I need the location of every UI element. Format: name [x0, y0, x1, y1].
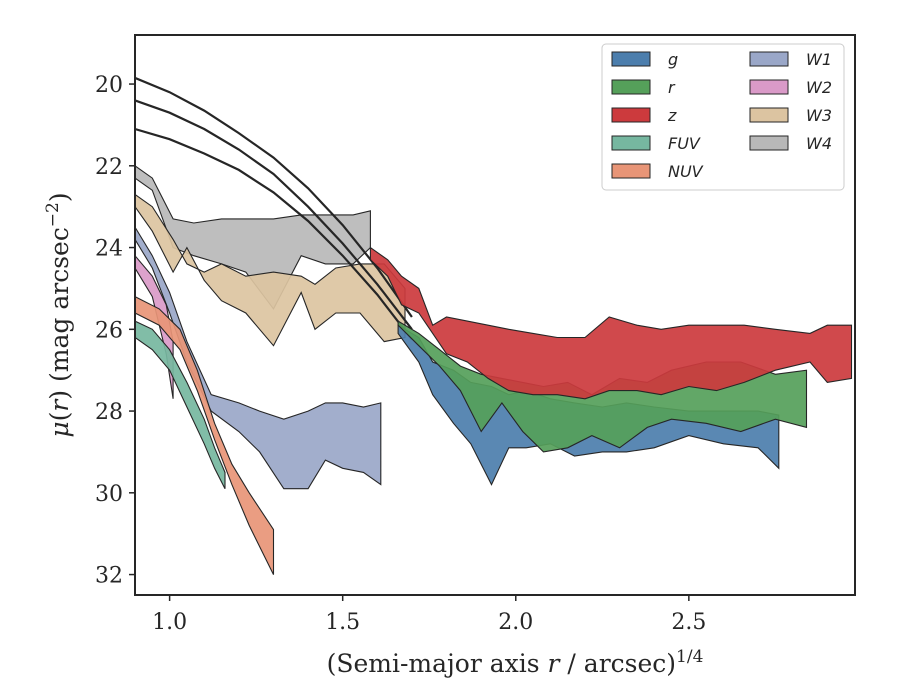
y-tick-label: 22 [95, 155, 123, 180]
legend-swatch-w2 [749, 79, 789, 95]
x-tick-label: 2.5 [671, 610, 706, 635]
y-tick-label: 26 [95, 318, 123, 343]
legend-swatch-nuv [611, 163, 651, 179]
y-tick-label: 32 [95, 564, 123, 589]
y-tick-label: 20 [95, 73, 123, 98]
legend-label-w3: W3 [806, 106, 832, 125]
legend-label-w2: W2 [806, 78, 832, 97]
y-axis-title: μ(r) (mag arcsec−2) [43, 192, 74, 437]
x-axis-title: (Semi-major axis r / arcsec)1/4 [327, 647, 704, 678]
x-tick-label: 2.0 [498, 610, 533, 635]
band-z [369, 246, 853, 400]
legend-label-r: r [668, 78, 676, 97]
legend-swatch-w1 [749, 51, 789, 67]
legend-label-nuv: NUV [668, 162, 704, 181]
y-tick-label: 30 [95, 482, 123, 507]
y-tick-label: 28 [95, 400, 123, 425]
legend-swatch-r [611, 79, 651, 95]
legend-label-g: g [668, 50, 678, 69]
x-tick-label: 1.0 [152, 610, 187, 635]
model-curve-1 [135, 76, 413, 318]
plot-area [135, 76, 853, 575]
plot-frame [134, 34, 856, 596]
legend-swatch-w3 [749, 107, 789, 123]
legend-label-w1: W1 [806, 50, 832, 69]
x-tick-label: 1.5 [325, 610, 360, 635]
legend-label-w4: W4 [806, 134, 832, 153]
legend-swatch-w4 [749, 135, 789, 151]
legend-label-z: z [667, 106, 677, 125]
band-fuv [135, 320, 226, 489]
model-curve-3 [135, 127, 413, 341]
legend-swatch-fuv [611, 135, 651, 151]
legend: grz FUV NUV W1 W2 W3 W4 [601, 43, 845, 191]
y-tick-label: 24 [95, 237, 123, 262]
legend-swatch-z [611, 107, 651, 123]
model-curve-2 [135, 99, 413, 330]
legend-label-fuv: FUV [668, 134, 701, 153]
axis-ticks: 1.0 1.5 2.0 2.5 20 22 24 26 28 30 32 [95, 73, 706, 635]
band-nuv [135, 295, 275, 575]
legend-swatch-g [611, 51, 651, 67]
